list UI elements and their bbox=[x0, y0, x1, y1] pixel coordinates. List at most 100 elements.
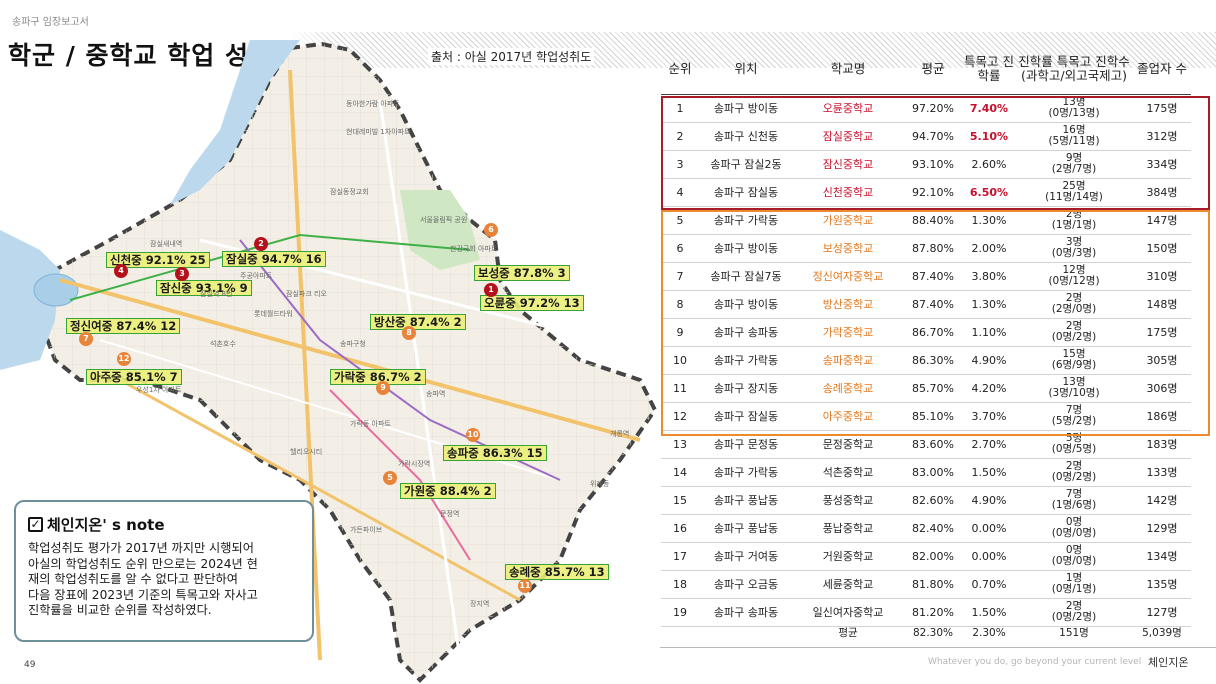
count-breakdown: (0명/0명) bbox=[1051, 555, 1097, 567]
songpa-school-map: 신천중 92.1% 25 잠실중 94.7% 16 잠신중 93.1% 9 보성… bbox=[0, 40, 660, 684]
header-school: 학교명 bbox=[793, 44, 903, 95]
cell-special-rate: 2.00% bbox=[963, 234, 1015, 263]
marker-2[interactable]: 2 bbox=[254, 237, 268, 251]
document-label: 송파구 임장보고서 bbox=[12, 17, 89, 28]
cell-school: 송파중학교 bbox=[793, 346, 903, 375]
marker-12[interactable]: 12 bbox=[117, 352, 131, 366]
header-rank: 순위 bbox=[661, 44, 699, 95]
count-total: 0명 bbox=[1065, 516, 1083, 528]
poi-label: 송파역 bbox=[426, 390, 446, 398]
note-title: ✓ 체인지온' s note bbox=[28, 514, 302, 535]
cell-location: 송파구 송파동 bbox=[699, 598, 793, 627]
cell-school: 방산중학교 bbox=[793, 290, 903, 319]
cell-special-rate: 0.00% bbox=[963, 514, 1015, 543]
average-grads: 5,039명 bbox=[1142, 627, 1182, 640]
cell-location: 송파구 방이동 bbox=[699, 94, 793, 123]
school-tag-aju[interactable]: 아주중 85.1% 7 bbox=[86, 369, 182, 385]
school-tag-garak[interactable]: 가락중 86.7% 2 bbox=[330, 369, 426, 385]
cell-special-rate: 4.90% bbox=[963, 486, 1015, 515]
cell-average: 94.70% bbox=[903, 122, 963, 151]
header-special-count: 진학률 특목고 진학수 (과학고/외고국제고) bbox=[1015, 44, 1133, 95]
cell-special-count: 7명 (1명/6명) bbox=[1015, 486, 1133, 515]
cell-rank: 3 bbox=[661, 150, 699, 179]
poi-label: 잠실동정교회 bbox=[330, 188, 369, 196]
marker-1[interactable]: 1 bbox=[484, 283, 498, 297]
cell-location: 송파구 잠실2동 bbox=[699, 150, 793, 179]
poi-label: 송파구청 bbox=[340, 340, 366, 348]
cell-rank: 8 bbox=[661, 290, 699, 319]
cell-special-count: 25명 (11명/14명) bbox=[1015, 178, 1133, 207]
cell-graduates: 129명 bbox=[1133, 514, 1191, 543]
cell-average: 87.80% bbox=[903, 234, 963, 263]
marker-6[interactable]: 6 bbox=[484, 223, 498, 237]
cell-special-count: 7명 (5명/2명) bbox=[1015, 402, 1133, 431]
cell-school: 아주중학교 bbox=[793, 402, 903, 431]
footer-divider bbox=[660, 647, 1216, 648]
map-base bbox=[0, 40, 658, 683]
cell-empty bbox=[661, 626, 699, 641]
cell-special-count: 15명 (6명/9명) bbox=[1015, 346, 1133, 375]
footer-slogan: Whatever you do, go beyond your current … bbox=[928, 657, 1142, 667]
cell-average: 85.10% bbox=[903, 402, 963, 431]
poi-label: 헬리오시티 bbox=[290, 448, 323, 456]
average-value: 82.30% bbox=[912, 627, 954, 640]
count-breakdown: (0명/13명) bbox=[1048, 107, 1100, 119]
cell-special-rate: 1.10% bbox=[963, 318, 1015, 347]
cell-average: 85.70% bbox=[903, 374, 963, 403]
cell-special-rate: 1.30% bbox=[963, 290, 1015, 319]
school-tag-boseong[interactable]: 보성중 87.8% 3 bbox=[474, 265, 570, 281]
table-row: 15 송파구 풍납동 풍성중학교 82.60% 4.90% 7명 (1명/6명) 142명 bbox=[661, 486, 1191, 515]
count-total: 5명 bbox=[1065, 432, 1083, 444]
poi-label: 동아한가람 아파트 bbox=[346, 100, 400, 108]
school-tag-bangsan[interactable]: 방산중 87.4% 2 bbox=[370, 314, 466, 330]
school-tag-sincheon[interactable]: 신천중 92.1% 25 bbox=[106, 252, 210, 268]
count-total: 12명 bbox=[1062, 264, 1086, 276]
poi-label: 한강국회 아파트 bbox=[450, 245, 498, 253]
table-row: 6 송파구 방이동 보성중학교 87.80% 2.00% 3명 (0명/3명) 150명 bbox=[661, 234, 1191, 263]
school-tag-jamsin[interactable]: 잠신중 93.1% 9 bbox=[156, 280, 252, 296]
table-row: 13 송파구 문정동 문정중학교 83.60% 2.70% 5명 (0명/5명) 183명 bbox=[661, 430, 1191, 459]
marker-5[interactable]: 5 bbox=[383, 471, 397, 485]
marker-10[interactable]: 10 bbox=[466, 428, 480, 442]
count-breakdown: (11명/14명) bbox=[1045, 191, 1103, 203]
footer-brand: 체인지온 bbox=[1148, 656, 1189, 669]
cell-school: 신천중학교 bbox=[793, 178, 903, 207]
cell-rank: 19 bbox=[661, 598, 699, 627]
cell-graduates: 142명 bbox=[1133, 486, 1191, 515]
marker-9[interactable]: 9 bbox=[376, 381, 390, 395]
cell-school: 석촌중학교 bbox=[793, 458, 903, 487]
cell-special-count: 0명 (0명/0명) bbox=[1015, 514, 1133, 543]
cell-special-count: 3명 (0명/3명) bbox=[1015, 234, 1133, 263]
school-tag-songrye[interactable]: 송례중 85.7% 13 bbox=[505, 564, 609, 580]
school-tag-gawon[interactable]: 가원중 88.4% 2 bbox=[400, 483, 496, 499]
note-line: 학업성취도 평가가 2017년 까지만 시행되어 bbox=[28, 541, 254, 555]
cell-average: 92.10% bbox=[903, 178, 963, 207]
marker-7[interactable]: 7 bbox=[79, 332, 93, 346]
cell-special-count: 16명 (5명/11명) bbox=[1015, 122, 1133, 151]
cell-special-rate: 3.80% bbox=[963, 262, 1015, 291]
school-tag-jamsil[interactable]: 잠실중 94.7% 16 bbox=[222, 251, 326, 267]
cell-graduates: 183명 bbox=[1133, 430, 1191, 459]
cell-special-count: 5명 (0명/5명) bbox=[1015, 430, 1133, 459]
cell-graduates: 334명 bbox=[1133, 150, 1191, 179]
count-total: 2명 bbox=[1065, 292, 1083, 304]
count-breakdown: (5명/2명) bbox=[1051, 415, 1097, 427]
poi-label: 잠실역 8번 bbox=[200, 290, 233, 298]
source-note: 출처 : 아실 2017년 학업성취도 bbox=[428, 48, 595, 65]
school-tag-jeongsin[interactable]: 정신여중 87.4% 12 bbox=[66, 318, 181, 334]
cell-school: 잠실중학교 bbox=[793, 122, 903, 151]
header-average: 평균 bbox=[903, 44, 963, 95]
cell-location: 송파구 거여동 bbox=[699, 542, 793, 571]
cell-average: 87.40% bbox=[903, 290, 963, 319]
cell-rank: 1 bbox=[661, 94, 699, 123]
marker-4[interactable]: 4 bbox=[114, 264, 128, 278]
table-row: 12 송파구 잠실동 아주중학교 85.10% 3.70% 7명 (5명/2명) 186명 bbox=[661, 402, 1191, 431]
cell-rank: 9 bbox=[661, 318, 699, 347]
school-tag-oryun[interactable]: 오륜중 97.2% 13 bbox=[480, 295, 584, 311]
cell-graduates: 148명 bbox=[1133, 290, 1191, 319]
cell-special-rate: 2.60% bbox=[963, 150, 1015, 179]
marker-3[interactable]: 3 bbox=[175, 267, 189, 281]
school-tag-songpa[interactable]: 송파중 86.3% 15 bbox=[443, 445, 547, 461]
marker-11[interactable]: 11 bbox=[518, 579, 532, 593]
marker-8[interactable]: 8 bbox=[402, 326, 416, 340]
